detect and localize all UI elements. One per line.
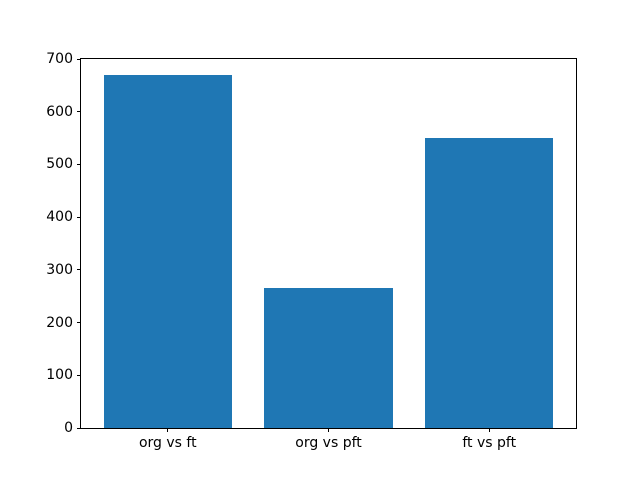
y-tick-label: 700 xyxy=(46,51,73,67)
y-tick-mark xyxy=(77,216,81,218)
y-tick-mark xyxy=(77,322,81,324)
x-tick-label: org vs ft xyxy=(138,435,197,451)
x-tick-label: org vs pft xyxy=(295,435,362,451)
y-tick-label: 300 xyxy=(46,261,73,278)
y-tick-mark xyxy=(77,111,81,113)
axes: 0 100 200 300 400 500 600 700 org vs ft org vs pf… xyxy=(46,52,577,450)
y-tick-mark xyxy=(77,58,81,60)
x-tick-mark xyxy=(328,428,329,432)
x-tick-label: ft vs pft xyxy=(462,435,517,451)
y-tick-mark xyxy=(77,269,81,271)
bar-ft-vs-pft xyxy=(424,138,554,428)
y-tick-mark xyxy=(77,374,81,376)
y-tick-label: 400 xyxy=(46,209,73,226)
x-tick-mark xyxy=(167,428,169,432)
y-tick-mark xyxy=(77,163,81,165)
y-tick-label: 600 xyxy=(46,103,73,120)
y-tick-mark xyxy=(77,427,81,429)
y-tick-label: 0 xyxy=(64,420,73,436)
bar-org-vs-pft xyxy=(264,288,393,428)
y-tick-label: 500 xyxy=(46,156,73,173)
bar-org-vs-ft xyxy=(103,74,233,428)
x-tick-mark xyxy=(488,428,490,432)
y-tick-label: 100 xyxy=(46,367,73,384)
y-tick-label: 200 xyxy=(46,314,73,331)
